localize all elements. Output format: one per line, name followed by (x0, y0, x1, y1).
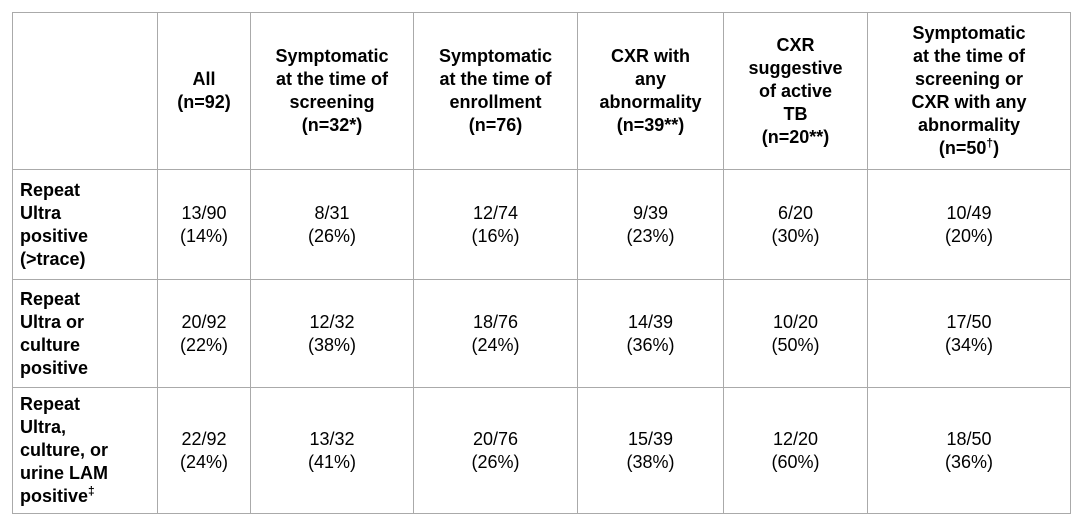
data-cell: 15/39 (38%) (577, 387, 724, 514)
data-cell: 13/32 (41%) (250, 387, 414, 514)
cell-percent: (26%) (307, 225, 356, 246)
column-header-text: Symptomatic at the time of screening or … (911, 23, 1027, 158)
column-header-symptomatic-or-cxr: Symptomatic at the time of screening or … (867, 12, 1071, 170)
cell-fraction: 20/76 (472, 428, 519, 449)
table-row-repeat-ultra-positive: Repeat Ultra positive (>trace) 13/90 (14%… (12, 169, 1071, 280)
data-cell: 8/31 (26%) (250, 169, 414, 280)
row-label-text: Repeat Ultra or culture positive (20, 288, 89, 378)
column-header-text: CXR with any abnormality (n=39**) (599, 46, 702, 135)
cell-fraction: 20/92 (181, 311, 227, 332)
data-cell: 20/92 (22%) (157, 279, 251, 388)
corner-cell (12, 12, 158, 170)
cell-percent: (36%) (626, 334, 675, 355)
column-header-text-post: ) (993, 138, 1000, 158)
row-label-repeat-ultra-culture-or-lam-positive: Repeat Ultra, culture, or urine LAM posi… (12, 387, 158, 514)
cell-percent: (38%) (626, 451, 675, 472)
data-cell: 12/32 (38%) (250, 279, 414, 388)
cell-fraction: 13/32 (309, 428, 355, 449)
cell-fraction: 17/50 (946, 311, 992, 332)
cell-fraction: 18/50 (946, 428, 992, 449)
cell-fraction: 10/20 (772, 311, 819, 332)
cell-percent: (22%) (179, 334, 228, 355)
cell-percent: (50%) (771, 334, 820, 355)
table-row-repeat-ultra-culture-or-lam-positive: Repeat Ultra, culture, or urine LAM posi… (12, 387, 1071, 514)
data-cell: 6/20 (30%) (723, 169, 868, 280)
double-dagger-footnote-marker: ‡ (88, 484, 95, 498)
data-cell: 9/39 (23%) (577, 169, 724, 280)
cell-percent: (16%) (471, 225, 520, 246)
cell-fraction: 12/20 (772, 428, 819, 449)
column-header-symptomatic-screening: Symptomatic at the time of screening (n=… (250, 12, 414, 170)
cell-percent: (24%) (179, 451, 228, 472)
cell-percent: (23%) (626, 225, 675, 246)
cell-fraction: 10/49 (946, 202, 992, 223)
dagger-footnote-marker: † (986, 136, 994, 150)
cell-fraction: 8/31 (314, 202, 350, 223)
data-cell: 12/20 (60%) (723, 387, 868, 514)
cell-percent: (60%) (771, 451, 820, 472)
cell-fraction: 22/92 (181, 428, 227, 449)
tb-screening-results-table: All (n=92) Symptomatic at the time of sc… (12, 12, 1071, 514)
row-label-text: Repeat Ultra, culture, or urine LAM posi… (20, 394, 109, 506)
cell-percent: (14%) (179, 225, 228, 246)
data-cell: 10/49 (20%) (867, 169, 1071, 280)
column-header-all: All (n=92) (157, 12, 251, 170)
cell-fraction: 14/39 (627, 311, 674, 332)
cell-fraction: 15/39 (627, 428, 674, 449)
header-row: All (n=92) Symptomatic at the time of sc… (12, 12, 1071, 170)
cell-fraction: 9/39 (632, 202, 669, 223)
table-row-repeat-ultra-or-culture-positive: Repeat Ultra or culture positive 20/92 (2… (12, 279, 1071, 388)
data-cell: 22/92 (24%) (157, 387, 251, 514)
row-label-text: Repeat Ultra positive (>trace) (20, 179, 89, 269)
row-label-repeat-ultra-positive: Repeat Ultra positive (>trace) (12, 169, 158, 280)
cell-percent: (30%) (771, 225, 820, 246)
data-cell: 14/39 (36%) (577, 279, 724, 388)
data-cell: 13/90 (14%) (157, 169, 251, 280)
column-header-text: CXR suggestive of active TB (n=20**) (748, 34, 843, 147)
cell-percent: (38%) (307, 334, 356, 355)
column-header-text: Symptomatic at the time of screening (n=… (275, 46, 389, 135)
column-header-cxr-active-tb: CXR suggestive of active TB (n=20**) (723, 12, 868, 170)
data-cell: 18/50 (36%) (867, 387, 1071, 514)
column-header-text: Symptomatic at the time of enrollment (n… (438, 46, 553, 135)
cell-percent: (24%) (471, 334, 520, 355)
cell-fraction: 6/20 (777, 202, 814, 223)
column-header-cxr-any-abnormality: CXR with any abnormality (n=39**) (577, 12, 724, 170)
cell-fraction: 12/74 (472, 202, 519, 223)
data-cell: 12/74 (16%) (413, 169, 578, 280)
data-cell: 18/76 (24%) (413, 279, 578, 388)
cell-percent: (20%) (944, 225, 993, 246)
cell-percent: (34%) (944, 334, 993, 355)
cell-fraction: 18/76 (472, 311, 519, 332)
cell-fraction: 13/90 (181, 202, 227, 223)
data-cell: 20/76 (26%) (413, 387, 578, 514)
data-cell: 17/50 (34%) (867, 279, 1071, 388)
cell-percent: (26%) (471, 451, 520, 472)
cell-percent: (36%) (944, 451, 993, 472)
column-header-symptomatic-enrollment: Symptomatic at the time of enrollment (n… (413, 12, 578, 170)
cell-fraction: 12/32 (309, 311, 355, 332)
cell-percent: (41%) (307, 451, 356, 472)
data-cell: 10/20 (50%) (723, 279, 868, 388)
column-header-text: All (n=92) (177, 69, 231, 112)
row-label-repeat-ultra-or-culture-positive: Repeat Ultra or culture positive (12, 279, 158, 388)
